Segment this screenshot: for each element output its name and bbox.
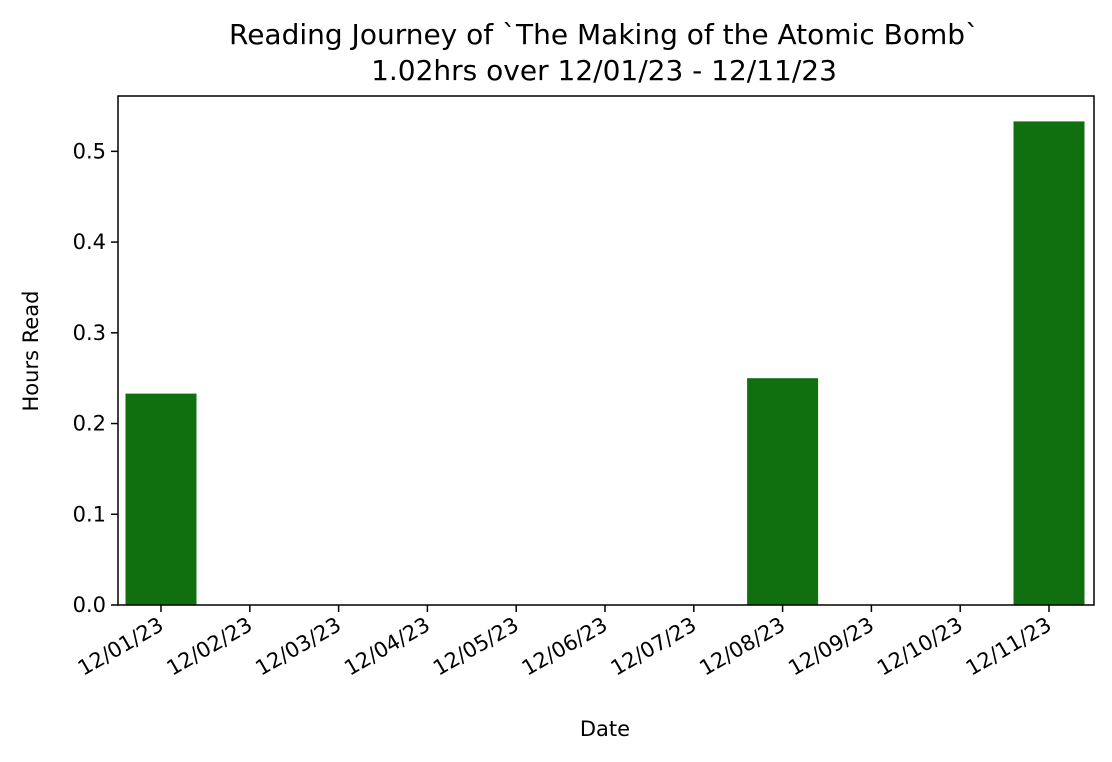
x-tick-label: 12/07/23 bbox=[607, 613, 701, 681]
plot-area-frame bbox=[117, 95, 1095, 606]
x-tick-label: 12/04/23 bbox=[340, 613, 434, 681]
x-axis-label: Date bbox=[580, 717, 630, 741]
x-tick-label: 12/05/23 bbox=[429, 613, 523, 681]
x-tick-label: 12/03/23 bbox=[251, 613, 345, 681]
x-tick-label: 12/01/23 bbox=[74, 613, 168, 681]
y-tick-label: 0.1 bbox=[73, 502, 106, 526]
x-tick-label: 12/02/23 bbox=[163, 613, 257, 681]
bar-12-11-23 bbox=[1013, 121, 1085, 606]
x-tick-label: 12/10/23 bbox=[873, 613, 967, 681]
bar-12-08-23 bbox=[747, 378, 819, 605]
x-tick-label: 12/11/23 bbox=[962, 613, 1056, 681]
y-tick-label: 0.0 bbox=[73, 593, 106, 617]
x-tick-label: 12/09/23 bbox=[784, 613, 878, 681]
y-axis: 0.0 0.1 0.2 0.3 0.4 0.5 bbox=[73, 139, 118, 617]
x-axis: 12/01/2312/02/2312/03/2312/04/2312/05/23… bbox=[74, 605, 1056, 680]
y-tick-label: 0.3 bbox=[73, 321, 106, 345]
x-tick-label: 12/06/23 bbox=[518, 613, 612, 681]
bar-12-01-23 bbox=[125, 393, 197, 605]
chart-subtitle: 1.02hrs over 12/01/23 - 12/11/23 bbox=[371, 54, 837, 87]
y-tick-label: 0.2 bbox=[73, 412, 106, 436]
y-tick-label: 0.5 bbox=[73, 139, 106, 163]
y-axis-label: Hours Read bbox=[19, 291, 43, 412]
bar-series bbox=[125, 121, 1085, 606]
y-tick-label: 0.4 bbox=[73, 230, 106, 254]
x-tick-label: 12/08/23 bbox=[695, 613, 789, 681]
chart-title: Reading Journey of `The Making of the At… bbox=[229, 18, 979, 51]
